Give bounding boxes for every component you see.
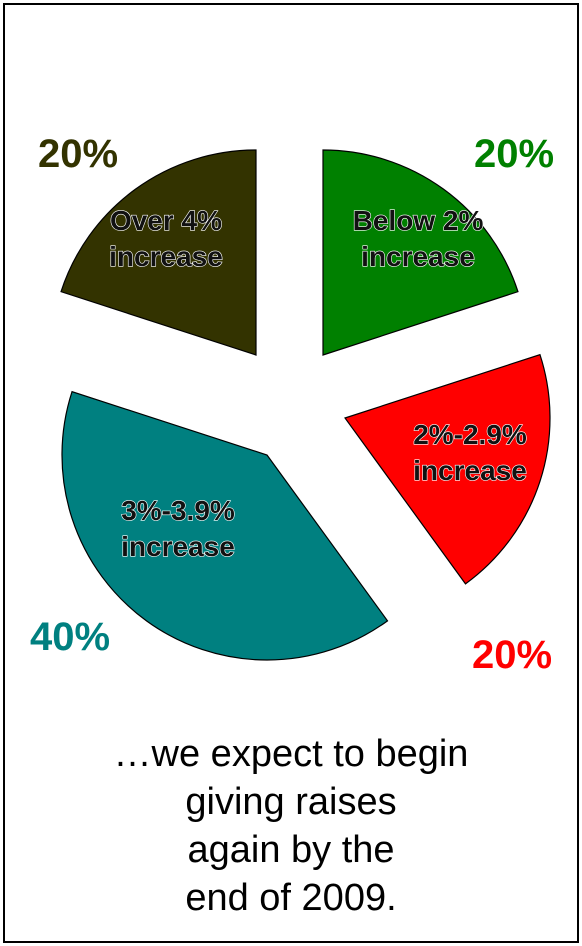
caption: …we expect to begin giving raises again …: [0, 730, 582, 922]
pct-label-4: 20%: [38, 132, 118, 176]
slice-label-line-2: increase: [413, 455, 527, 486]
pie-slice-2: [344, 353, 551, 585]
slice-label-1: Below 2% increase: [353, 205, 484, 272]
slice-label-4: Over 4% increase: [109, 205, 223, 272]
slice-label-line-2: increase: [121, 531, 235, 562]
pct-label-1: 20%: [474, 132, 554, 176]
pie-slice-3: [61, 390, 389, 661]
slices-layer: [60, 149, 551, 661]
slice-label-3: 3%-3.9% increase: [121, 495, 235, 562]
caption-line-4: end of 2009.: [185, 877, 397, 919]
caption-line-3: again by the: [187, 829, 395, 871]
pie-slice-4: [60, 149, 257, 356]
slice-label-line-1: 3%-3.9%: [121, 495, 235, 526]
caption-line-2: giving raises: [185, 781, 397, 823]
caption-line-1: …we expect to begin: [113, 733, 469, 775]
slice-label-line-1: Over 4%: [110, 205, 222, 236]
slice-label-line-1: 2%-2.9%: [413, 419, 527, 450]
pie-slice-1: [322, 149, 519, 356]
slice-label-line-2: increase: [109, 241, 223, 272]
slice-label-line-1: Below 2%: [353, 205, 484, 236]
pct-label-2: 20%: [472, 633, 552, 677]
slice-label-line-2: increase: [361, 241, 475, 272]
slice-label-2: 2%-2.9% increase: [413, 419, 527, 486]
pct-label-3: 40%: [30, 615, 110, 659]
labels-layer: Below 2% increase 20% 2%-2.9% increase 20% 3%-…: [29, 131, 555, 678]
